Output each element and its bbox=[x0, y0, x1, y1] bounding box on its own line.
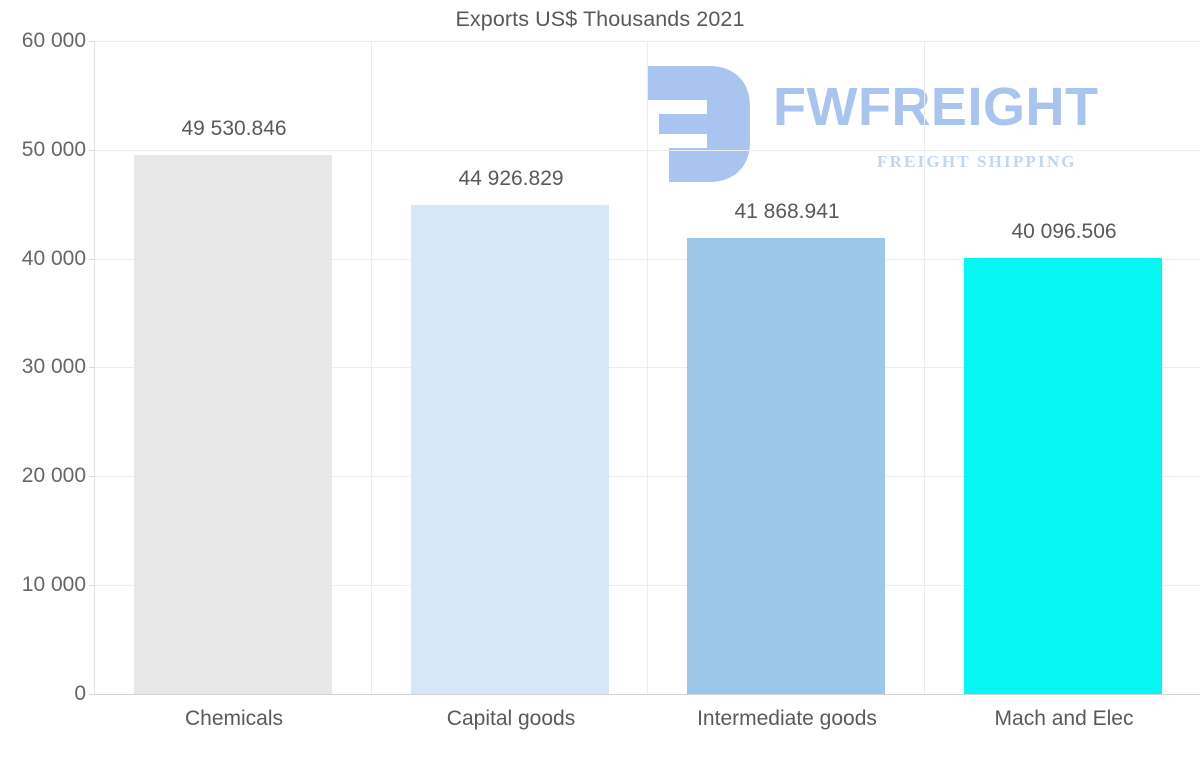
category-separator-3 bbox=[924, 41, 925, 694]
value-label-capital-goods: 44 926.829 bbox=[458, 167, 564, 191]
plot-area bbox=[89, 41, 1200, 695]
x-axis-baseline bbox=[95, 694, 1200, 695]
y-axis-tick-20000: 20 000 bbox=[21, 464, 86, 487]
value-label-chemicals: 49 530.846 bbox=[181, 116, 287, 140]
bar-mach-and-elec[interactable] bbox=[964, 257, 1162, 694]
tick-mark-60000 bbox=[89, 41, 95, 42]
tick-mark-10000 bbox=[89, 585, 95, 586]
bar-capital-goods[interactable] bbox=[411, 205, 609, 694]
tick-mark-0 bbox=[89, 694, 95, 695]
tick-mark-40000 bbox=[89, 259, 95, 260]
x-axis-label-chemicals: Chemicals bbox=[184, 707, 284, 730]
tick-mark-20000 bbox=[89, 476, 95, 477]
value-label-mach-and-elec: 40 096.506 bbox=[1011, 219, 1117, 243]
tick-mark-50000 bbox=[89, 150, 95, 151]
y-axis-tick-30000: 30 000 bbox=[21, 355, 86, 378]
category-separator-1 bbox=[371, 41, 372, 694]
y-axis-tick-0: 0 bbox=[74, 682, 86, 705]
x-axis-label-capital-goods: Capital goods bbox=[446, 707, 576, 730]
category-separator-2 bbox=[647, 41, 648, 694]
x-axis-label-mach-and-elec: Mach and Elec bbox=[994, 707, 1134, 730]
value-label-intermediate-goods: 41 868.941 bbox=[734, 200, 840, 224]
bar-intermediate-goods[interactable] bbox=[687, 238, 885, 694]
y-axis-tick-60000: 60 000 bbox=[21, 29, 86, 52]
y-axis-line bbox=[94, 41, 95, 694]
y-axis-tick-10000: 10 000 bbox=[21, 573, 86, 596]
y-axis-tick-50000: 50 000 bbox=[21, 138, 86, 161]
tick-mark-30000 bbox=[89, 367, 95, 368]
y-axis-tick-40000: 40 000 bbox=[21, 247, 86, 270]
bar-chemicals[interactable] bbox=[134, 154, 332, 694]
page-title: Exports US$ Thousands 2021 bbox=[455, 7, 745, 31]
x-axis-label-intermediate-goods: Intermediate goods bbox=[697, 707, 877, 730]
